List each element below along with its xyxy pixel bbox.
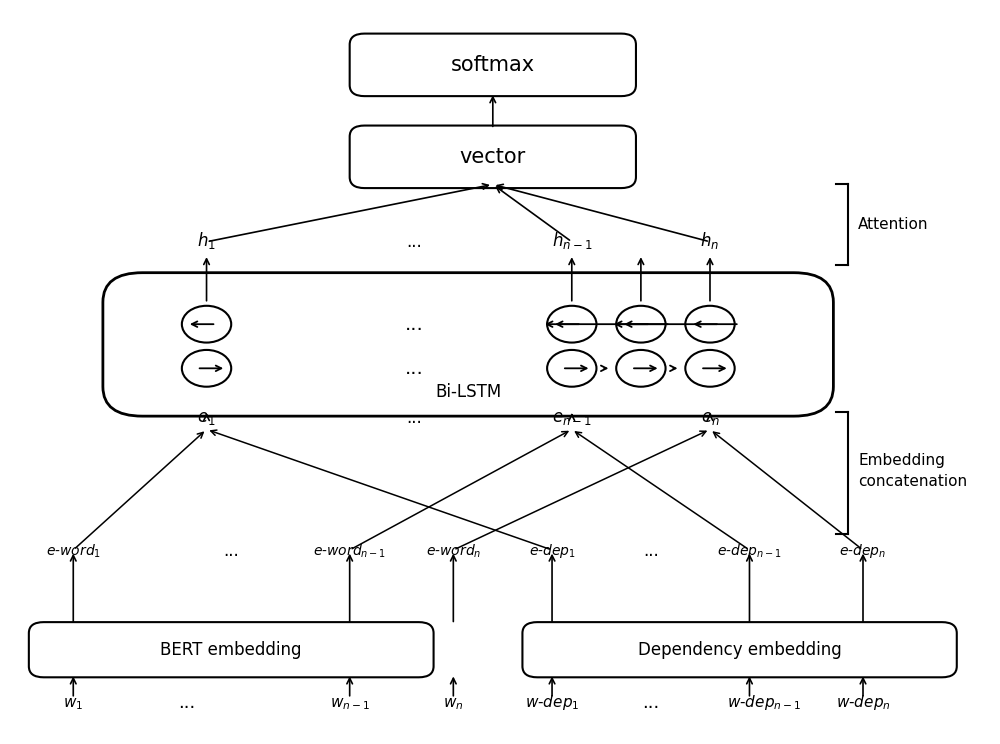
- Text: Embedding
concatenation: Embedding concatenation: [858, 453, 967, 490]
- Text: $w_n$: $w_n$: [443, 696, 464, 712]
- Text: softmax: softmax: [451, 55, 535, 75]
- Text: ...: ...: [404, 359, 423, 378]
- Text: Bi-LSTM: Bi-LSTM: [435, 382, 501, 401]
- FancyBboxPatch shape: [103, 273, 833, 416]
- Text: $e\text{-}dep_{n-1}$: $e\text{-}dep_{n-1}$: [717, 542, 782, 559]
- FancyBboxPatch shape: [350, 33, 636, 96]
- Text: Attention: Attention: [858, 217, 929, 232]
- Text: ...: ...: [178, 694, 195, 712]
- Circle shape: [616, 306, 666, 342]
- Text: $h_1$: $h_1$: [197, 230, 216, 251]
- Text: ...: ...: [223, 542, 239, 559]
- FancyBboxPatch shape: [29, 622, 434, 677]
- Text: ...: ...: [642, 694, 659, 712]
- Circle shape: [182, 306, 231, 342]
- Text: $e\text{-}dep_n$: $e\text{-}dep_n$: [839, 542, 887, 559]
- Text: $e\text{-}word_1$: $e\text{-}word_1$: [46, 542, 101, 559]
- Text: $e_n$: $e_n$: [701, 409, 719, 427]
- Text: $w_1$: $w_1$: [63, 696, 83, 712]
- Text: vector: vector: [460, 147, 526, 167]
- Text: ...: ...: [404, 315, 423, 333]
- FancyBboxPatch shape: [350, 126, 636, 188]
- Text: BERT embedding: BERT embedding: [160, 641, 302, 658]
- Text: $h_{n-1}$: $h_{n-1}$: [552, 230, 592, 251]
- FancyBboxPatch shape: [522, 622, 957, 677]
- Text: $w_{n-1}$: $w_{n-1}$: [330, 696, 370, 712]
- Text: $w\text{-}dep_n$: $w\text{-}dep_n$: [836, 693, 890, 712]
- Text: $e\text{-}word_n$: $e\text{-}word_n$: [426, 542, 481, 559]
- Text: $w\text{-}dep_{n-1}$: $w\text{-}dep_{n-1}$: [727, 693, 801, 712]
- Text: $h_n$: $h_n$: [700, 230, 720, 251]
- Text: ...: ...: [643, 542, 659, 559]
- Text: Dependency embedding: Dependency embedding: [638, 641, 841, 658]
- Text: $w\text{-}dep_1$: $w\text{-}dep_1$: [525, 693, 579, 712]
- Text: ...: ...: [406, 409, 422, 427]
- Circle shape: [685, 306, 735, 342]
- Text: $e\text{-}word_{n-1}$: $e\text{-}word_{n-1}$: [313, 542, 386, 559]
- Text: $e_{n-1}$: $e_{n-1}$: [552, 409, 592, 427]
- Text: $e_1$: $e_1$: [197, 409, 216, 427]
- Circle shape: [685, 350, 735, 387]
- Text: ...: ...: [406, 233, 422, 251]
- Text: $e\text{-}dep_1$: $e\text{-}dep_1$: [529, 542, 576, 559]
- Circle shape: [182, 350, 231, 387]
- Circle shape: [547, 350, 596, 387]
- Circle shape: [616, 350, 666, 387]
- Circle shape: [547, 306, 596, 342]
